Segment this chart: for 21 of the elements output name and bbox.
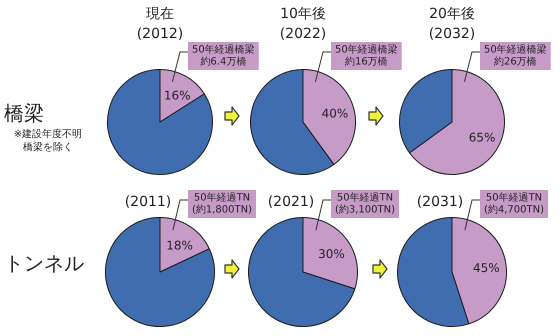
chart-title: (2021) <box>268 194 314 210</box>
data-label: 16% <box>164 88 191 103</box>
slice-label: 50年経過TN (約4,700TN) <box>484 192 544 216</box>
text: トンネル <box>4 250 84 277</box>
slice-label: 50年経過TN (約1,800TN) <box>192 192 252 216</box>
text: 橋梁 <box>4 100 44 127</box>
slice-label: 50年経過TN (約3,100TN) <box>334 192 396 216</box>
chart-title: 現在 (2012) <box>136 5 184 44</box>
chart-title: 10年後 (2022) <box>278 5 328 44</box>
data-label: 65% <box>468 130 496 144</box>
chart-title: (2011) <box>124 194 172 210</box>
chart-title: 20年後 (2032) <box>428 5 476 44</box>
slice-label: 50年経過橋梁約26万橋 <box>484 44 547 68</box>
chart-title: (2031) <box>416 194 464 210</box>
data-label: 18% <box>166 238 193 253</box>
slice-label: 50年経過橋梁約16万橋 <box>334 44 398 68</box>
data-label: 40% <box>322 106 348 120</box>
data-label: 45% <box>472 261 500 276</box>
text: ※建設年度不明橋梁を除く <box>12 128 84 154</box>
slice-label: 50年経過橋梁約6.4万橋 <box>192 44 255 68</box>
data-label: 30% <box>318 246 345 261</box>
